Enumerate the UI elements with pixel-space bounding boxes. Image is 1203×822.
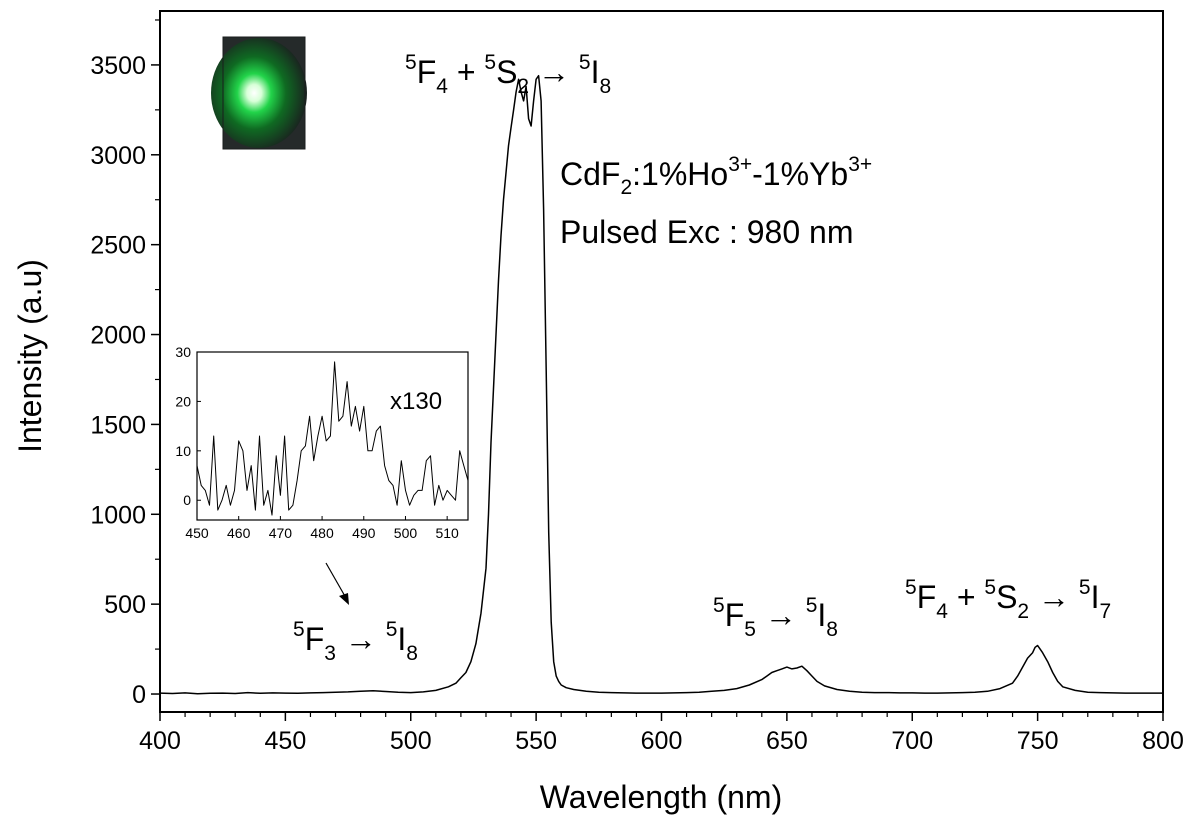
annotation-nir-band: 5F4 + 5S2 → 5I7 (905, 576, 1111, 623)
y-tick-label: 2500 (90, 232, 146, 260)
inset-y-tick-label: 30 (175, 344, 191, 360)
x-tick-label: 600 (641, 727, 683, 755)
x-tick-label: 750 (1017, 727, 1059, 755)
x-axis-title: Wavelength (nm) (540, 779, 782, 815)
inset-x-tick-label: 470 (269, 525, 293, 541)
annotation-red-band: 5F5 → 5I8 (713, 594, 838, 641)
spectrum-line (159, 74, 1163, 695)
main-plot: 400 450 500 550 600 650 700 750 800 0 500 1000 1500 2… (90, 10, 1184, 755)
inset-x-tick-label: 490 (352, 525, 376, 541)
x-tick-label: 650 (766, 727, 808, 755)
x-tick-label: 700 (891, 727, 933, 755)
inset-frame (196, 351, 469, 521)
inset-spectrum-line (196, 361, 469, 516)
annotation-excitation: Pulsed Exc : 980 nm (560, 214, 853, 250)
y-axis-title: Intensity (a.u) (12, 259, 48, 453)
annotation-main-peak: 5F4 + 5S2 → 5I8 (405, 51, 611, 98)
inset-x-tick-label: 460 (227, 525, 251, 541)
inset-scale-annotation: x130 (390, 388, 442, 415)
inset-x-tick-label: 480 (310, 525, 334, 541)
y-tick-label: 3500 (90, 52, 146, 80)
y-tick-label: 1500 (90, 411, 146, 439)
annotation-sample: CdF2:1%Ho3+-1%Yb3+ (560, 153, 872, 199)
inset-y-tick-label: 10 (175, 443, 191, 459)
y-tick-label: 500 (104, 591, 146, 619)
inset-x-tick-label: 450 (185, 525, 209, 541)
sample-photo (211, 36, 307, 150)
annotation-blue-band: 5F3 → 5I8 (293, 618, 418, 665)
inset-x-tick-label: 510 (435, 525, 459, 541)
x-tick-label: 500 (390, 727, 432, 755)
x-tick-label: 800 (1142, 727, 1184, 755)
y-tick-label: 0 (132, 681, 146, 709)
inset-arrow (325, 562, 349, 605)
y-tick-label: 3000 (90, 142, 146, 170)
y-tick-label: 1000 (90, 501, 146, 529)
inset-y-tick-label: 20 (175, 393, 191, 409)
y-tick-label: 2000 (90, 322, 146, 350)
inset-y-tick-label: 0 (183, 492, 191, 508)
x-tick-label: 550 (515, 727, 557, 755)
x-tick-label: 450 (265, 727, 307, 755)
x-tick-label: 400 (139, 727, 181, 755)
inset-plot: 450 460 470 480 490 500 510 0 10 20 30 (175, 344, 469, 541)
inset-x-tick-label: 500 (394, 525, 418, 541)
